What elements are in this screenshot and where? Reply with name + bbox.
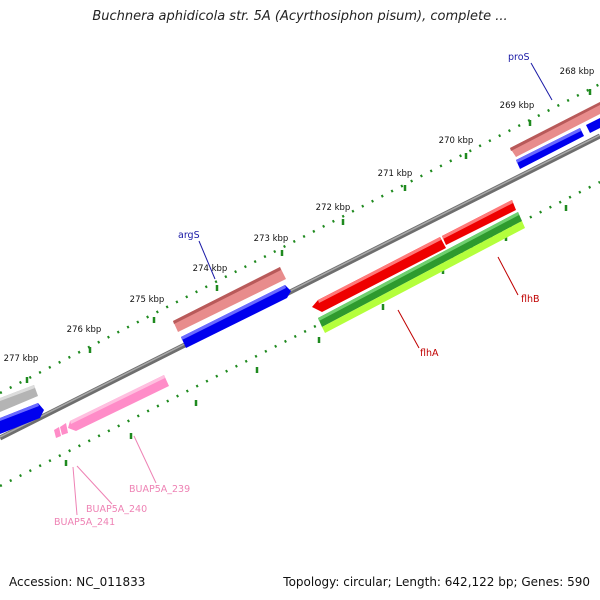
gene-red-flhB[interactable] — [442, 200, 516, 245]
accession-label: Accession: NC_011833 — [9, 575, 146, 589]
tick-label: 275 kbp — [130, 295, 165, 305]
gene-lime-flhA[interactable] — [322, 221, 525, 333]
map-title: Buchnera aphidicola str. 5A (Acyrthosiph… — [92, 9, 508, 24]
gene-label-pros[interactable]: proS — [508, 52, 530, 63]
tick-label: 271 kbp — [378, 169, 413, 179]
backbone — [0, 133, 600, 441]
gene-pink-BUAP5A_239[interactable] — [68, 375, 169, 431]
label-leaders — [72, 62, 553, 516]
gene-blue-prosS[interactable] — [516, 128, 584, 169]
tick-label: 273 kbp — [254, 234, 289, 244]
gene-label-flha[interactable]: flhA — [420, 348, 439, 359]
tick-label: 270 kbp — [439, 136, 474, 146]
cds-salmon-prosS[interactable] — [510, 102, 600, 157]
tick-track — [0, 82, 600, 395]
gene-pink-BUAP5A_240[interactable] — [60, 423, 68, 435]
gene-pink-BUAP5A_241[interactable] — [54, 427, 61, 438]
tick-label: 274 kbp — [193, 264, 228, 274]
gene-label-buap5a_240[interactable]: BUAP5A_240 — [86, 504, 147, 515]
gene-labels: proS argS flhB flhA BUAP5A_239 BUAP5A_240 BUAP… — [54, 52, 540, 528]
gene-label-buap5a_241[interactable]: BUAP5A_241 — [54, 517, 115, 528]
gene-red-flhA[interactable] — [312, 237, 446, 312]
tick-label: 272 kbp — [316, 203, 351, 213]
gene-gray-left[interactable] — [0, 385, 38, 412]
cds-salmon-args[interactable] — [173, 267, 286, 332]
tick-label: 269 kbp — [500, 101, 535, 111]
tick-label: 268 kbp — [560, 67, 595, 77]
gene-label-buap5a_239[interactable]: BUAP5A_239 — [129, 484, 190, 495]
gene-label-args[interactable]: argS — [178, 230, 200, 241]
gene-blue-prosS-edge[interactable] — [586, 118, 600, 133]
tick-label: 277 kbp — [4, 354, 39, 364]
gene-blue-left[interactable] — [0, 403, 44, 434]
gene-label-flhb[interactable]: flhB — [521, 294, 540, 305]
tick-labels: 268 kbp 269 kbp 270 kbp 271 kbp 272 kbp 273 k… — [4, 67, 595, 364]
major-ticks — [25, 89, 592, 383]
tick-label: 276 kbp — [67, 325, 102, 335]
topology-summary: Topology: circular; Length: 642,122 bp; … — [283, 575, 590, 589]
gene-green-flhB[interactable] — [318, 212, 522, 327]
gene-blue-args[interactable] — [181, 285, 291, 348]
